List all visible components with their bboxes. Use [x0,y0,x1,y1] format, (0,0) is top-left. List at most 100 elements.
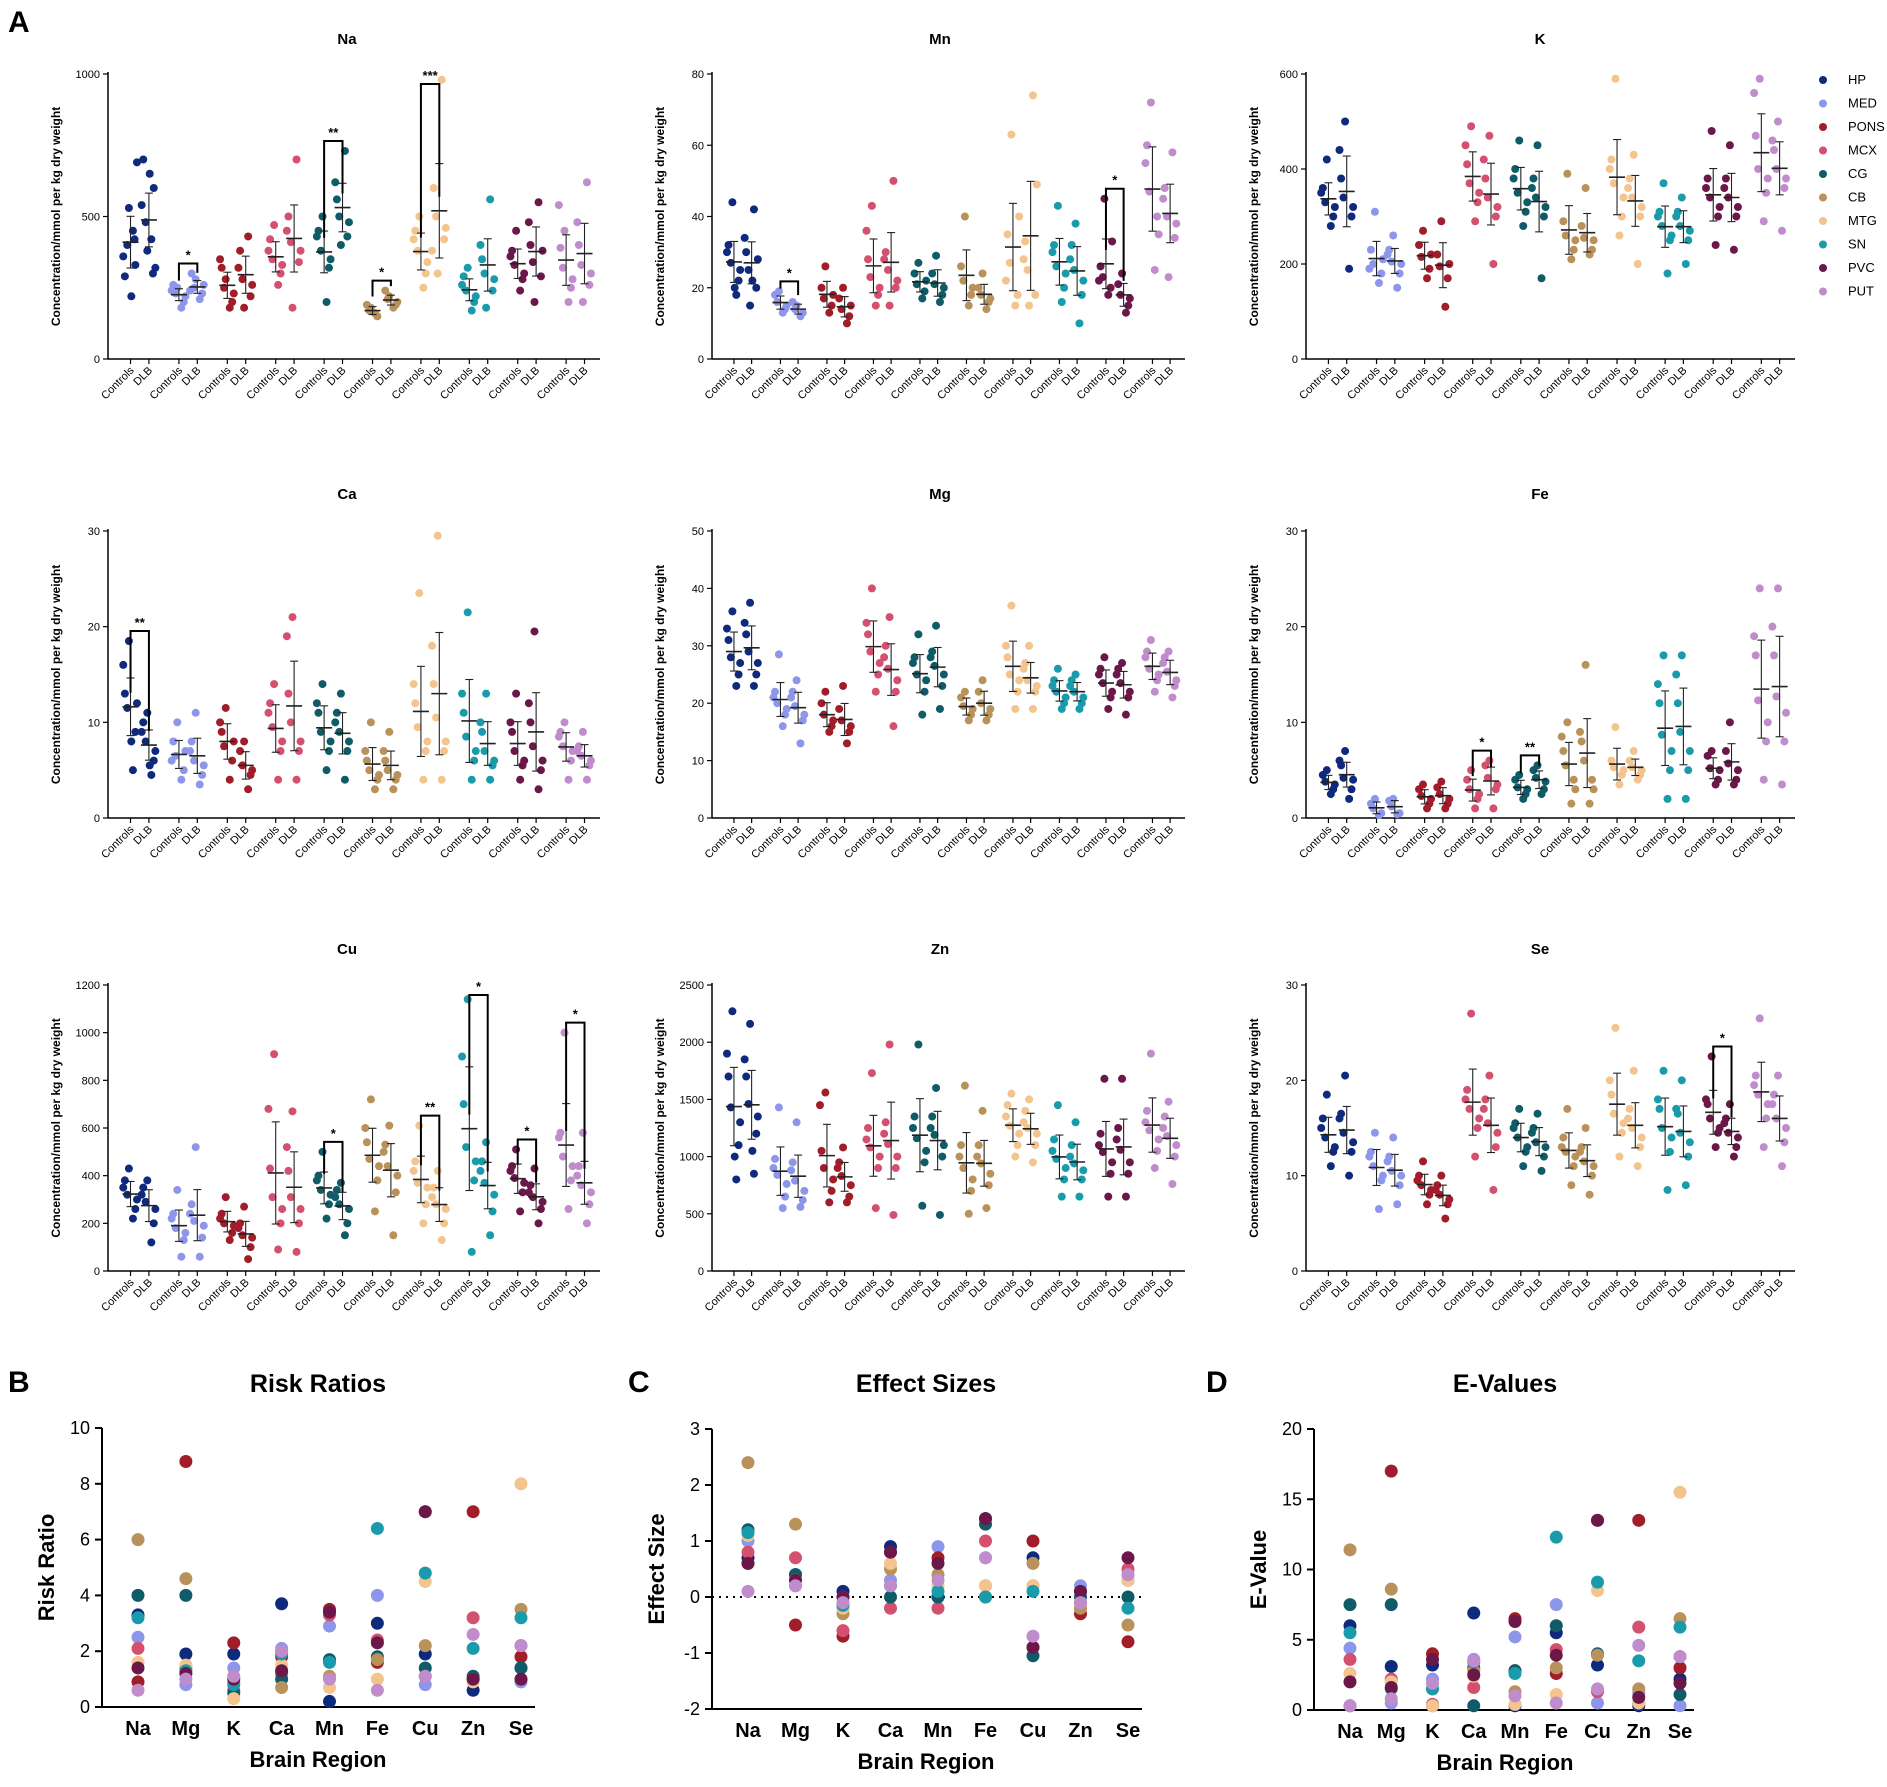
data-point [1077,290,1086,299]
data-point [829,1175,838,1184]
data-point [510,747,519,756]
element-plot-na: Na 0 500 1000 Concentration/mmol per kg dry … [49,31,600,402]
data-point [1335,1114,1344,1123]
data-point [1437,777,1446,786]
data-point [236,246,245,255]
x-tick-label: DLB [1425,365,1449,389]
data-point [910,269,919,278]
data-point [1441,302,1450,311]
data-point [173,1185,182,1194]
data-point [930,1130,939,1139]
data-point [288,1107,297,1116]
data-point [1702,1095,1711,1104]
data-point [1508,1689,1522,1703]
data-point [1479,155,1488,164]
y-axis-title: Concentration/mmol per kg dry weight [49,107,63,326]
data-point [1326,1162,1335,1171]
x-category-label: Zn [1627,1721,1651,1743]
data-point [984,1181,993,1190]
data-point [1733,1133,1742,1142]
y-tick-label: 10 [1286,717,1298,729]
data-point [931,1601,945,1615]
data-point [1384,1464,1398,1478]
data-point [1413,1176,1422,1185]
data-point [428,1193,437,1202]
data-point [179,1647,193,1661]
data-point [782,1180,791,1189]
data-point [1001,276,1010,285]
data-point [393,1171,402,1180]
data-point [560,226,569,235]
data-point [169,737,178,746]
data-point [1384,1681,1398,1695]
data-point [385,1121,394,1130]
x-category-label: Zn [1068,1720,1092,1742]
data-point [1663,794,1672,803]
data-point [1605,1076,1614,1085]
data-point [268,1193,277,1202]
data-point [1673,1661,1687,1675]
data-point [1061,693,1070,702]
data-point [127,737,136,746]
x-tick-label: DLB [131,1277,155,1301]
y-tick-label: 15 [1282,1489,1302,1509]
data-point [746,301,755,310]
legend-label-cg: CG [1848,166,1868,181]
data-point [967,1186,976,1195]
data-point [1609,1109,1618,1118]
data-point [560,718,569,727]
data-point [1633,775,1642,784]
data-point [1071,670,1080,679]
data-point [1580,233,1589,242]
x-tick-label: Controls [535,1276,573,1314]
y-tick-label: 500 [686,1209,704,1221]
data-point [312,1176,321,1185]
x-category-label: Mn [1501,1721,1530,1743]
legend-label-hp: HP [1848,72,1866,87]
data-point [1461,141,1470,150]
data-point [520,269,529,278]
x-tick-label: Controls [1634,364,1672,402]
data-point [423,1183,432,1192]
data-point [240,1202,249,1211]
data-point [1335,146,1344,154]
data-point [534,198,543,207]
data-point [221,703,230,712]
data-point [1782,1124,1791,1132]
x-category-label: Ca [269,1718,295,1740]
data-point [344,737,353,746]
data-point [1677,193,1686,202]
data-point [978,269,987,278]
data-point [437,1236,446,1245]
data-point [1374,1205,1383,1214]
data-point [1048,1146,1057,1155]
data-point [982,305,991,314]
data-point [1509,1124,1518,1132]
data-point [926,653,935,662]
data-point [421,747,430,756]
data-point [1559,747,1568,756]
data-point [340,1231,349,1240]
data-point [573,218,582,227]
significance-label: * [524,1123,530,1138]
data-point [582,178,591,187]
data-point [979,1579,992,1593]
data-point [774,1103,783,1112]
data-point [566,756,575,765]
data-point [190,756,199,765]
x-tick-label: DLB [1666,1277,1690,1301]
data-point [343,1219,352,1228]
data-point [1519,794,1528,803]
data-point [742,630,751,639]
x-tick-label: Controls [390,364,428,402]
data-point [891,687,900,696]
data-point [1659,651,1668,660]
data-point [1549,1530,1563,1544]
data-point [1345,1171,1354,1180]
y-tick-label: 0 [690,1587,700,1607]
data-point [1437,1171,1446,1180]
data-point [391,1188,400,1197]
data-point [1146,98,1155,107]
data-point [179,1454,193,1468]
x-category-label: Fe [974,1720,997,1742]
